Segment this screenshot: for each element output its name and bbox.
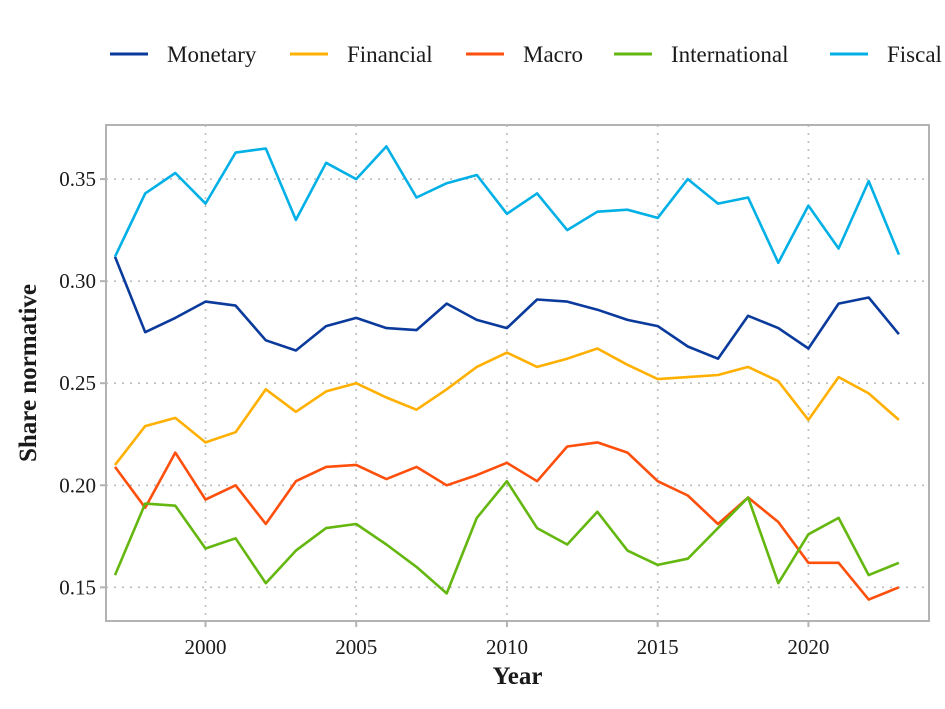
y-axis-title: Share normative — [15, 284, 42, 462]
series-line-financial — [113, 347, 900, 466]
y-axis: 0.15 0.20 0.25 0.30 0.35 — [59, 167, 106, 599]
x-tick-label: 2010 — [486, 635, 528, 659]
y-tick-label: 0.20 — [59, 473, 96, 497]
y-tick-label: 0.15 — [59, 575, 96, 599]
series-line-monetary — [113, 256, 900, 361]
series-line-macro — [113, 441, 900, 601]
x-tick-label: 2020 — [787, 635, 829, 659]
series-line-international — [113, 479, 900, 595]
series-line-fiscal — [113, 145, 901, 265]
y-tick-label: 0.25 — [59, 371, 96, 395]
series-lines — [113, 145, 901, 601]
x-axis: 2000 2005 2010 2015 2020 — [184, 621, 829, 659]
legend: Monetary Financial Macro International Fisca… — [110, 42, 942, 67]
legend-label-macro: Macro — [523, 42, 583, 67]
y-tick-label: 0.35 — [59, 167, 96, 191]
y-tick-label: 0.30 — [59, 269, 96, 293]
x-tick-label: 2000 — [184, 635, 226, 659]
gridlines — [106, 125, 929, 621]
x-tick-label: 2015 — [637, 635, 679, 659]
x-tick-label: 2005 — [335, 635, 377, 659]
legend-label-international: International — [671, 42, 789, 67]
legend-label-financial: Financial — [347, 42, 433, 67]
x-axis-title: Year — [493, 663, 543, 690]
legend-label-fiscal: Fiscal — [887, 42, 942, 67]
plot-panel-border — [105, 124, 930, 622]
legend-label-monetary: Monetary — [167, 42, 257, 67]
